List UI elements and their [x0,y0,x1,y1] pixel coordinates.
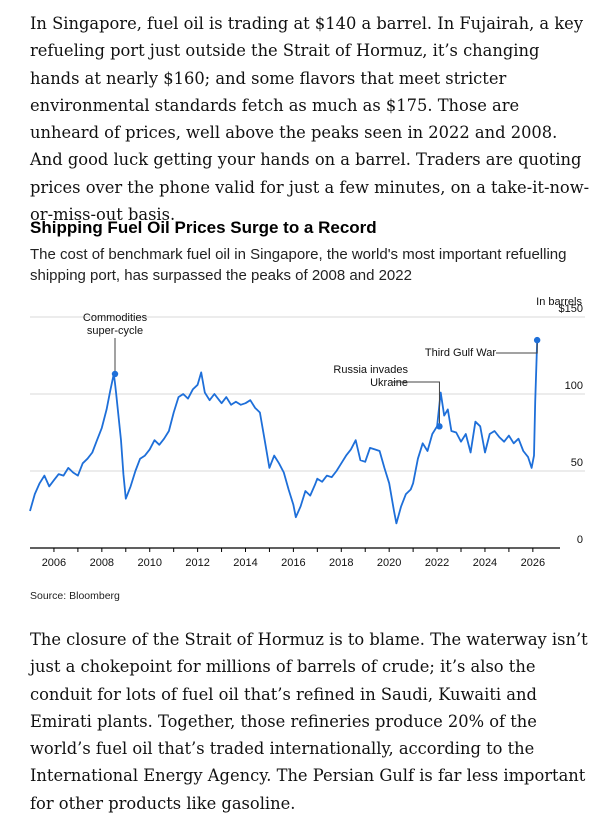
annotation-label-commodities: super-cycle [87,325,143,337]
x-tick-label: 2016 [281,557,305,569]
unit-label: In barrels [536,296,582,308]
x-tick-label: 2018 [329,557,353,569]
annotation-label-gulf-war: Third Gulf War [425,347,496,359]
article-paragraph-intro: In Singapore, fuel oil is trading at $14… [30,14,590,225]
annotation-label-russia: Russia invades [333,364,408,376]
article-paragraph-hormuz: The closure of the Strait of Hormuz is t… [30,630,588,813]
chart-title: Shipping Fuel Oil Prices Surge to a Reco… [30,218,377,237]
annotation-marker-russia [436,423,443,430]
y-tick-label: 0 [577,534,583,546]
x-tick-label: 2006 [42,557,66,569]
x-tick-label: 2026 [521,557,545,569]
y-tick-label: $150 [559,303,583,315]
x-tick-label: 2012 [185,557,209,569]
chart-subtitle: The cost of benchmark fuel oil in Singap… [30,246,567,284]
x-tick-label: 2024 [473,557,497,569]
annotation-label-commodities: Commodities [83,312,148,324]
x-tick-label: 2020 [377,557,401,569]
x-tick-label: 2014 [233,557,257,569]
x-tick-label: 2022 [425,557,449,569]
x-tick-label: 2008 [90,557,114,569]
annotation-label-russia: Ukraine [370,377,408,389]
y-tick-label: 100 [565,380,583,392]
y-tick-label: 50 [571,457,583,469]
annotation-leader-gulf-war [496,340,538,354]
annotation-marker-commodities [111,370,119,378]
axis-layer: In barrels 0 50 100 $150 2006 2008 2010 2012 2014… [30,296,583,569]
series-line [29,340,539,525]
annotation-marker-gulf-war [533,336,541,344]
grid-layer [30,316,585,472]
series-layer [29,340,539,525]
source-note: Source: Bloomberg [30,590,120,602]
annotation-leader-russia [392,381,440,427]
x-tick-label: 2010 [137,557,161,569]
